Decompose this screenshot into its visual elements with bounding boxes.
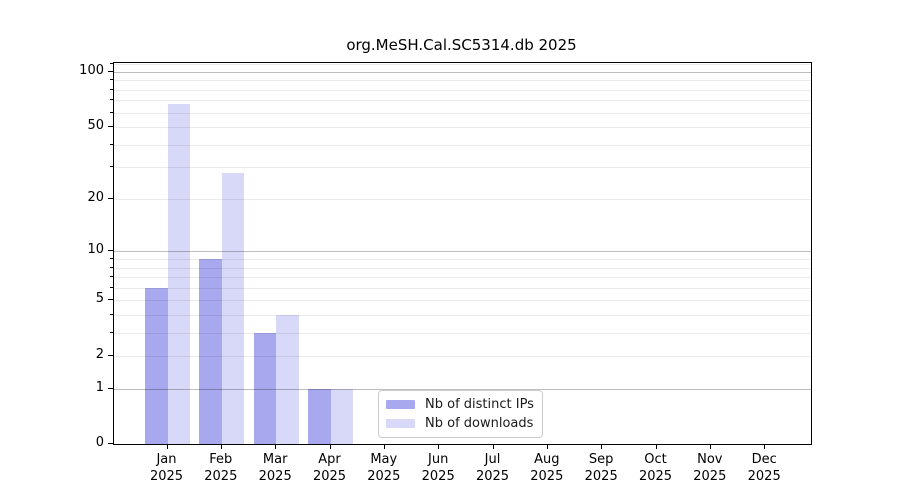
y-tick-20 <box>108 197 113 199</box>
bar-nb-of-downloads-apr <box>330 389 353 444</box>
gridline-major-10 <box>114 251 811 253</box>
y-tick-label-20: 20 <box>87 189 104 205</box>
gridline-minor-7 <box>114 277 811 278</box>
legend: Nb of distinct IPs Nb of downloads <box>378 390 543 438</box>
x-tick-mar <box>275 444 277 449</box>
x-tick-label-jan: Jan 2025 <box>149 452 184 484</box>
gridline-major-1 <box>114 389 811 391</box>
y-tick-label-100: 100 <box>79 62 104 78</box>
x-tick-label-jun: Jun 2025 <box>421 452 455 484</box>
x-tick-jul <box>492 444 494 449</box>
x-tick-nov <box>709 444 711 449</box>
y-tick-label-5: 5 <box>95 291 104 307</box>
gridline-minor-20 <box>114 198 811 200</box>
gridline-minor-30 <box>114 167 811 169</box>
y-tick-10 <box>108 250 113 252</box>
x-tick-aug <box>546 444 548 449</box>
x-tick-apr <box>329 444 331 449</box>
bar-nb-of-distinct-ips-feb <box>199 259 222 444</box>
y-minor-tick-80 <box>110 88 113 90</box>
gridline-minor-70 <box>114 100 811 102</box>
plot-area <box>113 62 812 445</box>
y-tick-label-50: 50 <box>87 118 104 133</box>
y-minor-tick-110 <box>110 63 113 65</box>
gridline-minor-4 <box>114 315 811 317</box>
y-tick-1 <box>108 388 113 390</box>
bar-nb-of-downloads-jan <box>167 103 190 444</box>
x-tick-feb <box>220 444 222 449</box>
legend-item-distinct-ips: Nb of distinct IPs <box>386 397 542 412</box>
y-tick-label-2: 2 <box>95 347 104 363</box>
x-tick-label-mar: Mar 2025 <box>258 452 292 484</box>
x-tick-label-jul: Jul 2025 <box>475 452 510 484</box>
chart-title: org.MeSH.Cal.SC5314.db 2025 <box>346 36 577 54</box>
bar-nb-of-downloads-mar <box>276 315 299 444</box>
x-tick-label-sep: Sep 2025 <box>584 452 618 484</box>
gridline-minor-9 <box>114 259 811 260</box>
legend-item-downloads: Nb of downloads <box>386 416 542 431</box>
y-tick-label-1: 1 <box>95 380 104 396</box>
y-minor-tick-3 <box>110 332 113 334</box>
x-tick-may <box>383 444 385 449</box>
x-tick-label-aug: Aug 2025 <box>530 452 564 484</box>
y-tick-100 <box>108 70 113 72</box>
x-tick-label-dec: Dec 2025 <box>747 452 781 484</box>
y-minor-tick-4 <box>110 314 113 316</box>
gridline-minor-2 <box>114 356 811 358</box>
legend-label-distinct-ips: Nb of distinct IPs <box>425 397 534 412</box>
y-minor-tick-6 <box>110 286 113 288</box>
y-minor-tick-70 <box>110 99 113 101</box>
y-minor-tick-60 <box>110 111 113 113</box>
gridline-minor-90 <box>114 80 811 82</box>
y-tick-50 <box>108 126 113 127</box>
y-minor-tick-8 <box>110 266 113 268</box>
x-tick-jun <box>438 444 440 449</box>
bar-nb-of-distinct-ips-mar <box>253 333 277 444</box>
gridline-minor-8 <box>114 267 811 269</box>
gridline-minor-6 <box>114 287 811 289</box>
gridline-minor-80 <box>114 89 811 91</box>
legend-swatch-downloads <box>386 419 415 428</box>
y-minor-tick-9 <box>110 258 113 259</box>
gridline-minor-50 <box>114 127 811 128</box>
y-minor-tick-40 <box>110 143 113 145</box>
y-tick-label-10: 10 <box>87 242 104 258</box>
y-tick-0 <box>108 443 113 444</box>
gridline-minor-60 <box>114 112 811 114</box>
legend-swatch-distinct-ips <box>386 400 415 409</box>
y-minor-tick-30 <box>110 166 113 168</box>
x-tick-label-nov: Nov 2025 <box>693 452 727 484</box>
bar-nb-of-distinct-ips-jan <box>145 287 168 444</box>
y-tick-2 <box>108 355 113 357</box>
gridline-minor-40 <box>114 144 811 146</box>
x-tick-label-feb: Feb 2025 <box>204 452 238 484</box>
y-minor-tick-7 <box>110 276 113 277</box>
y-tick-5 <box>108 299 113 301</box>
gridline-minor-5 <box>114 300 811 302</box>
gridline-major-100 <box>114 71 811 73</box>
bar-nb-of-distinct-ips-apr <box>308 389 331 444</box>
gridline-minor-3 <box>114 333 811 335</box>
y-minor-tick-90 <box>110 79 113 81</box>
x-tick-sep <box>601 444 603 449</box>
y-tick-label-0: 0 <box>95 435 104 450</box>
x-tick-dec <box>764 444 766 449</box>
x-tick-jan <box>166 444 168 449</box>
x-tick-label-may: May 2025 <box>367 452 401 484</box>
gridline-minor-110 <box>114 64 811 66</box>
bar-nb-of-downloads-feb <box>221 172 245 444</box>
x-tick-oct <box>655 444 657 449</box>
legend-label-downloads: Nb of downloads <box>425 416 534 431</box>
x-tick-label-apr: Apr 2025 <box>312 452 347 484</box>
x-tick-label-oct: Oct 2025 <box>638 452 673 484</box>
